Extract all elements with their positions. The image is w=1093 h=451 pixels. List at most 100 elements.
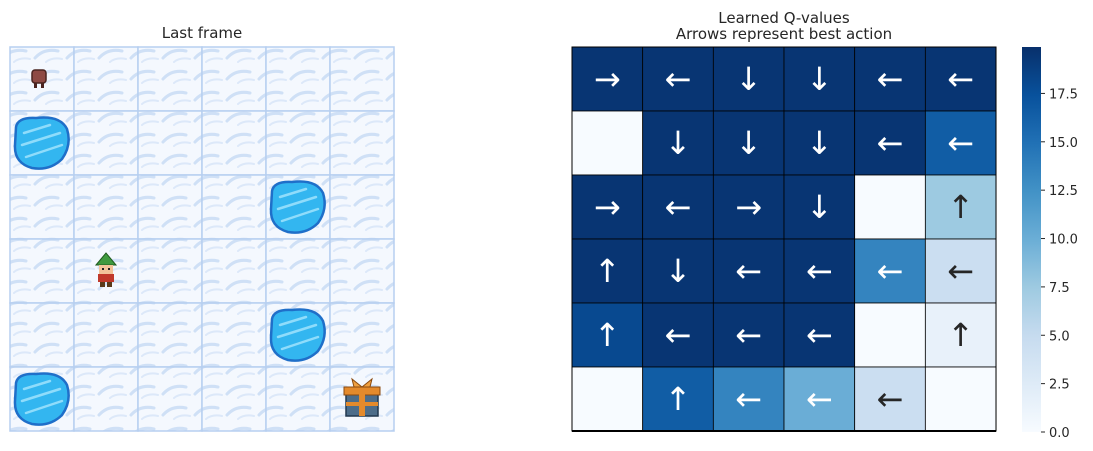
ice-tile xyxy=(201,366,267,432)
best-action-arrow: ↓ xyxy=(665,252,692,290)
heatmap-cell xyxy=(854,174,926,240)
best-action-arrow: ← xyxy=(665,188,692,226)
colorbar-tick-label: 10.0 xyxy=(1049,233,1078,248)
heatmap-cell xyxy=(712,174,785,240)
heatmap-cell xyxy=(783,46,856,112)
heatmap-cell xyxy=(712,46,785,112)
ice-tile xyxy=(73,110,139,176)
colorbar-tick-label: 17.5 xyxy=(1049,87,1078,102)
lake-title: Last frame xyxy=(161,24,243,42)
best-action-arrow: ← xyxy=(665,60,692,98)
best-action-arrow: ← xyxy=(806,316,833,354)
ice-tile xyxy=(137,110,203,176)
ice-tile xyxy=(265,238,331,304)
heatmap-cell xyxy=(571,366,644,432)
gift-goal-icon xyxy=(343,377,381,417)
colorbar-tick-label: 5.0 xyxy=(1049,329,1070,344)
heatmap-cell xyxy=(712,302,785,368)
heatmap-cell xyxy=(642,302,714,368)
ice-tile xyxy=(265,366,331,432)
ice-tile xyxy=(201,174,267,240)
ice-tile xyxy=(329,302,395,368)
heatmap-cell xyxy=(783,302,856,368)
elf-player-icon xyxy=(94,252,118,287)
ice-tile xyxy=(201,238,267,304)
colorbar-tick-label: 2.5 xyxy=(1049,378,1070,393)
best-action-arrow: ↓ xyxy=(806,124,833,162)
best-action-arrow: ← xyxy=(665,316,692,354)
heatmap-cell xyxy=(924,46,997,112)
best-action-arrow: ← xyxy=(735,316,762,354)
best-action-arrow: ↓ xyxy=(806,60,833,98)
best-action-arrow: ↑ xyxy=(947,188,974,226)
heatmap-cell xyxy=(712,110,785,176)
best-action-arrow: ↑ xyxy=(947,316,974,354)
best-action-arrow: → xyxy=(735,188,762,226)
ice-hole-icon xyxy=(269,180,326,234)
ice-tile xyxy=(73,366,139,432)
heatmap-cell xyxy=(642,238,714,304)
colorbar-tick-label: 15.0 xyxy=(1049,136,1078,151)
ice-tile xyxy=(137,302,203,368)
ice-tile xyxy=(265,46,331,112)
heatmap-subtitle: Arrows represent best action xyxy=(675,25,893,43)
colorbar xyxy=(1022,47,1041,432)
best-action-arrow: ↓ xyxy=(735,60,762,98)
heatmap-cell xyxy=(924,238,997,304)
best-action-arrow: ← xyxy=(947,124,974,162)
ice-hole-icon xyxy=(13,116,70,170)
frozen-lake-panel: Last frame xyxy=(0,0,410,451)
heatmap-cell xyxy=(783,174,856,240)
heatmap-cell xyxy=(783,110,856,176)
best-action-arrow: ↑ xyxy=(594,252,621,290)
ice-tile xyxy=(137,366,203,432)
ice-tile xyxy=(265,110,331,176)
ice-tile xyxy=(73,302,139,368)
best-action-arrow: ← xyxy=(877,380,904,418)
ice-tile xyxy=(329,174,395,240)
ice-tile xyxy=(137,46,203,112)
colorbar-tick-label: 7.5 xyxy=(1049,281,1070,296)
ice-tile xyxy=(73,174,139,240)
best-action-arrow: ← xyxy=(947,60,974,98)
q-values-heatmap: → ← ↓ ↓ ← ← ↓ ↓ ↓ ← ← → ← → ↓ ↑ ↑ ↓ ← ← ← ← ↑ ← ← ← ↑ ↑ ← ← ← 0.0 2.5 5.0… xyxy=(571,46,1078,441)
best-action-arrow: ← xyxy=(735,380,762,418)
ice-tile xyxy=(329,46,395,112)
ice-tile xyxy=(201,110,267,176)
heatmap-cell xyxy=(571,302,644,368)
best-action-arrow: ↑ xyxy=(594,316,621,354)
heatmap-cell xyxy=(642,174,714,240)
heatmap-cell xyxy=(571,110,644,176)
ice-tile xyxy=(201,302,267,368)
ice-tile xyxy=(137,238,203,304)
best-action-arrow: ← xyxy=(877,252,904,290)
heatmap-cell xyxy=(924,110,997,176)
ice-tile xyxy=(9,238,75,304)
ice-tile xyxy=(329,238,395,304)
best-action-arrow: ← xyxy=(806,252,833,290)
heatmap-cell xyxy=(783,238,856,304)
ice-tile xyxy=(201,46,267,112)
heatmap-cell xyxy=(854,238,926,304)
ice-tile xyxy=(329,110,395,176)
heatmap-cell xyxy=(854,302,926,368)
heatmap-cell xyxy=(924,366,997,432)
frozen-lake-grid xyxy=(9,46,395,432)
best-action-arrow: ← xyxy=(806,380,833,418)
best-action-arrow: ← xyxy=(877,60,904,98)
heatmap-cell xyxy=(854,46,926,112)
best-action-arrow: ↓ xyxy=(665,124,692,162)
heatmap-title: Learned Q-values xyxy=(718,9,850,27)
ice-tile xyxy=(137,174,203,240)
heatmap-cell xyxy=(642,366,714,432)
heatmap-cell xyxy=(924,174,997,240)
start-stool-icon xyxy=(31,69,47,88)
best-action-arrow: ← xyxy=(735,252,762,290)
ice-tile xyxy=(9,174,75,240)
best-action-arrow: → xyxy=(594,60,621,98)
ice-hole-icon xyxy=(269,308,326,362)
best-action-arrow: ↓ xyxy=(806,188,833,226)
ice-tile xyxy=(9,302,75,368)
heatmap-cell xyxy=(642,110,714,176)
colorbar-tick-label: 12.5 xyxy=(1049,184,1078,199)
